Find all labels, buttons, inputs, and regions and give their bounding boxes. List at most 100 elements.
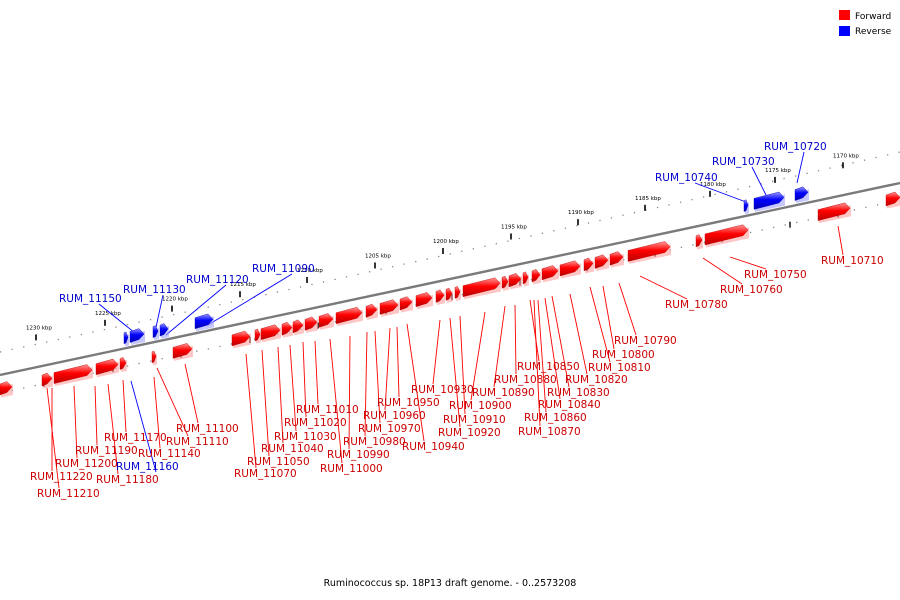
gene-label[interactable]: RUM_10840 [538,399,601,411]
gene-label[interactable]: RUM_10920 [438,427,501,439]
leader-line [384,327,391,411]
gene-label[interactable]: RUM_11160 [116,461,179,473]
gene-arrow [627,241,671,264]
leader-line [602,285,615,350]
gene-label[interactable]: RUM_11170 [104,432,167,444]
gene-label[interactable]: RUM_10740 [655,172,718,184]
gene-label[interactable]: RUM_11070 [234,468,297,480]
gene-label[interactable]: RUM_10830 [547,387,610,399]
leader-line-layer [46,151,844,489]
gene-label[interactable]: RUM_11030 [274,431,337,443]
gene-arrow [743,199,749,215]
gene-label[interactable]: RUM_11140 [138,448,201,460]
leader-line [618,282,637,336]
tick-label: 1195 kbp [501,224,527,230]
gene-label[interactable]: RUM_10940 [402,441,465,453]
gene-label[interactable]: RUM_11130 [123,284,186,296]
gene-label[interactable]: RUM_10930 [411,384,474,396]
gene-label[interactable]: RUM_11090 [252,263,315,275]
gene-label[interactable]: RUM_10910 [443,414,506,426]
gene-label[interactable]: RUM_11190 [75,445,138,457]
gene-label[interactable]: RUM_10870 [518,426,581,438]
leader-line [796,151,805,184]
tick-label: 1200 kbp [433,239,459,245]
gene-arrow [704,224,749,248]
gene-label[interactable]: RUM_10970 [358,423,421,435]
gene-label[interactable]: RUM_10760 [720,284,783,296]
gene-label[interactable]: RUM_10800 [592,349,655,361]
leader-line [207,273,293,326]
gene-label[interactable]: RUM_11110 [166,436,229,448]
gene-arrow [304,316,318,333]
gene-label[interactable]: RUM_11040 [261,443,324,455]
legend-reverse-label: Reverse [855,27,892,37]
leader-line [245,353,257,469]
gene-label[interactable]: RUM_11150 [59,293,122,305]
gene-arrow [541,265,559,283]
leader-line [432,319,441,385]
gene-label[interactable]: RUM_10710 [821,255,884,267]
leader-line [156,367,189,437]
gene-label[interactable]: RUM_10990 [327,449,390,461]
leader-line [314,340,319,405]
leader-line [396,326,400,398]
gene-label[interactable]: RUM_11200 [55,458,118,470]
gene-label[interactable]: RUM_10730 [712,156,775,168]
tick-label: 1175 kbp [765,168,791,174]
leader-line [94,385,98,446]
gene-label[interactable]: RUM_10810 [588,362,651,374]
leader-line [329,338,343,464]
gene-arrow [119,357,127,373]
gene-label[interactable]: RUM_10850 [517,361,580,373]
leader-line [107,383,119,475]
gene-arrow [318,313,334,330]
leader-line [639,275,688,300]
gene-label[interactable]: RUM_10750 [744,269,807,281]
leader-line [729,256,767,270]
leader-line [73,385,78,459]
tick-label: 1180 kbp [700,182,726,188]
gene-label[interactable]: RUM_10900 [449,400,512,412]
gene-arrow [123,331,129,347]
gene-label[interactable]: RUM_11000 [320,463,383,475]
gene-arrow [159,323,169,339]
leader-line [751,166,767,196]
gene-label[interactable]: RUM_11020 [284,417,347,429]
legend-forward-label: Forward [855,12,891,22]
gene-label[interactable]: RUM_10780 [665,299,728,311]
gene-label[interactable]: RUM_10820 [565,374,628,386]
tick-label: 1190 kbp [568,210,594,216]
gene-label[interactable]: RUM_10790 [614,335,677,347]
gene-label[interactable]: RUM_11100 [176,423,239,435]
gene-label[interactable]: RUM_11010 [296,404,359,416]
gene-arrow [609,251,624,268]
leader-line [569,293,588,375]
leader-line [277,346,284,444]
gene-label[interactable]: RUM_11180 [96,474,159,486]
gene-label[interactable]: RUM_10980 [343,436,406,448]
tick-label: 1170 kbp [833,153,859,159]
gene-arrow [399,296,413,313]
gene-arrow [194,313,214,332]
gene-arrow [817,202,851,224]
tick-label: 1220 kbp [162,297,188,303]
gene-label[interactable]: RUM_10880 [494,374,557,386]
gene-label[interactable]: RUM_11210 [37,488,100,500]
gene-label[interactable]: RUM_10890 [472,387,535,399]
gene-arrow [454,286,461,301]
gene-label[interactable]: RUM_11120 [186,274,249,286]
gene-label[interactable]: RUM_10950 [377,397,440,409]
gene-label[interactable]: RUM_10860 [524,412,587,424]
gene-label[interactable]: RUM_11050 [247,456,310,468]
leader-line [551,295,570,388]
gene-arrow [559,260,581,279]
gene-label[interactable]: RUM_10720 [764,141,827,153]
leader-line [165,284,227,336]
gene-label[interactable]: RUM_11220 [30,471,93,483]
leader-line [493,305,506,388]
leader-line [837,225,844,256]
gene-label[interactable]: RUM_10960 [363,410,426,422]
gene-arrow [0,381,13,398]
leader-line [130,380,157,473]
